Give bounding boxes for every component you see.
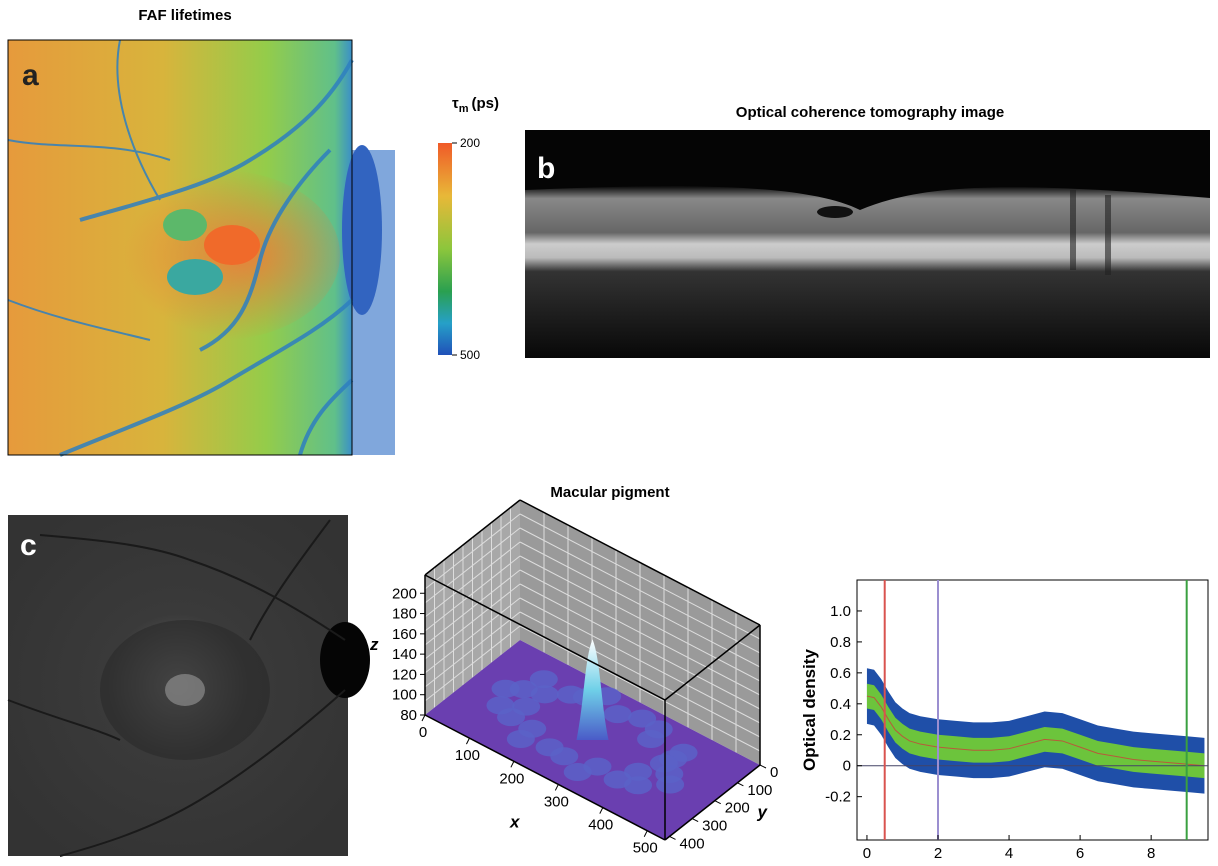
- figure: FAF lifetimes a τm(ps) 200500 Optical co…: [0, 0, 1218, 861]
- surface-bump: [564, 763, 592, 781]
- y-tick-label: 200: [725, 800, 750, 817]
- colorbar-unit: (ps): [471, 95, 499, 112]
- y-tick-label: 0: [843, 758, 851, 775]
- y-tick-label: 0: [770, 764, 778, 781]
- panel-title: Optical coherence tomography image: [736, 104, 1004, 121]
- y-tick: [670, 836, 676, 839]
- y-tick-label: 0.6: [830, 665, 851, 682]
- x-tick-label: 400: [588, 817, 613, 834]
- x-axis-label: x: [509, 813, 521, 832]
- x-tick-label: 500: [633, 840, 658, 857]
- x-tick-label: 300: [544, 793, 569, 810]
- z-tick-label: 140: [392, 646, 417, 663]
- colorbar-subscript: m: [459, 103, 469, 115]
- surface-bump: [518, 720, 546, 738]
- z-tick-label: 80: [400, 707, 417, 724]
- x-tick: [511, 761, 514, 767]
- y-tick-label: 300: [702, 818, 727, 835]
- surface-bump: [656, 776, 684, 794]
- panel-label: b: [537, 152, 555, 185]
- z-tick-label: 100: [392, 687, 417, 704]
- surface-bump: [650, 754, 678, 772]
- y-tick-label: 400: [680, 835, 705, 852]
- colorbar-label: τm(ps): [452, 95, 499, 115]
- x-tick: [466, 738, 469, 744]
- x-tick-label: 4: [1005, 845, 1013, 861]
- colorbar-tick-label: 200: [460, 136, 480, 150]
- panel-label: a: [22, 59, 39, 92]
- panel-label: c: [20, 529, 37, 562]
- z-axis-label: z: [369, 635, 379, 654]
- x-tick-label: 6: [1076, 845, 1084, 861]
- surface-bump: [486, 696, 514, 714]
- y-tick-label: 100: [747, 782, 772, 799]
- fundus-image: [8, 515, 370, 856]
- y-tick-label: 0.8: [830, 634, 851, 651]
- x-tick-label: 0: [863, 845, 871, 861]
- x-tick-label: 200: [499, 770, 524, 787]
- z-tick-label: 160: [392, 626, 417, 643]
- x-tick: [555, 784, 558, 790]
- x-tick: [644, 831, 647, 837]
- y-tick: [737, 783, 743, 786]
- z-tick-label: 200: [392, 585, 417, 602]
- x-tick: [422, 715, 425, 721]
- y-tick: [715, 801, 721, 804]
- x-tick-label: 8: [1147, 845, 1155, 861]
- colorbar-tick-label: 500: [460, 348, 480, 362]
- x-tick-label: 100: [455, 747, 480, 764]
- y-tick-label: -0.2: [825, 789, 851, 806]
- surface-bump: [604, 705, 632, 723]
- y-tick: [760, 765, 766, 768]
- x-tick-label: 0: [419, 724, 427, 741]
- y-axis-label: y: [757, 803, 769, 822]
- oct-image: [525, 130, 1210, 358]
- panel-title: Macular pigment: [550, 484, 669, 501]
- z-tick-label: 180: [392, 606, 417, 623]
- panel-title: FAF lifetimes: [138, 7, 231, 24]
- y-tick-label: 0.2: [830, 727, 851, 744]
- x-tick: [600, 808, 603, 814]
- y-tick-label: 0.4: [830, 696, 851, 713]
- y-tick-label: 1.0: [830, 603, 851, 620]
- plot-area: [857, 580, 1208, 840]
- colorbar: τm(ps) 200 500: [438, 95, 499, 362]
- z-tick-label: 120: [392, 666, 417, 683]
- surface-bump: [637, 730, 665, 748]
- y-tick: [692, 819, 698, 822]
- faf-image: [8, 40, 395, 455]
- surface-plot: 0100200300400500010020030040080100120140…: [369, 500, 778, 857]
- y-axis-label: Optical density: [800, 649, 819, 771]
- surface-bump: [530, 670, 558, 688]
- x-tick-label: 2: [934, 845, 942, 861]
- surface-bump: [536, 738, 564, 756]
- surface-bump: [604, 771, 632, 789]
